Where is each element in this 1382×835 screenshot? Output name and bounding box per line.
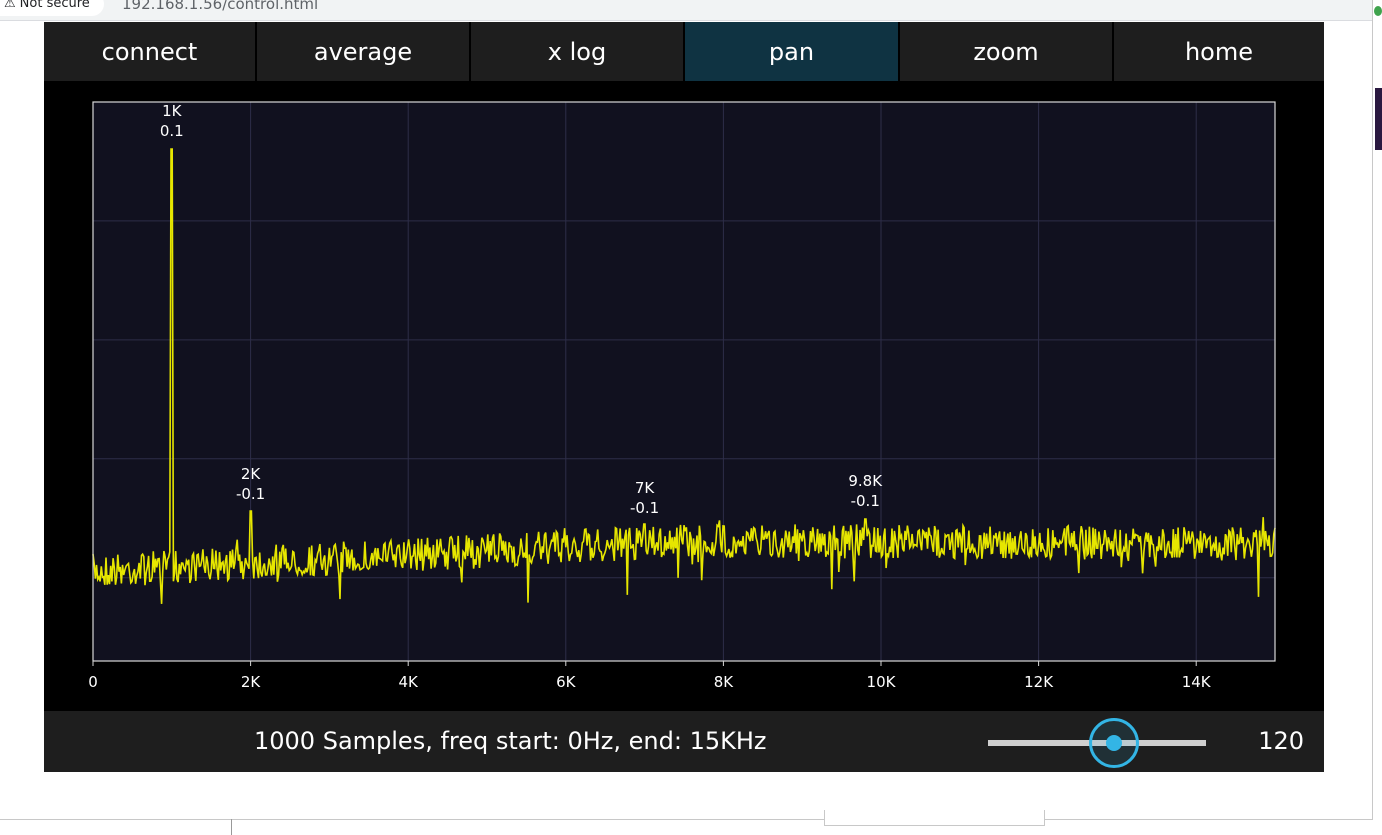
warning-triangle-icon: ⚠ <box>4 0 16 11</box>
background-window-strip <box>1375 88 1382 150</box>
pan-button[interactable]: pan <box>685 22 900 81</box>
connect-button[interactable]: connect <box>44 22 257 81</box>
average-button[interactable]: average <box>257 22 471 81</box>
x-tick-label: 6K <box>556 673 577 691</box>
security-label: Not secure <box>19 0 90 11</box>
extension-icon[interactable] <box>1374 6 1382 16</box>
peak-freq-label: 1K <box>162 102 183 120</box>
x-tick-label: 10K <box>867 673 897 691</box>
slider-value: 120 <box>1258 727 1304 755</box>
x-tick-label: 4K <box>399 673 420 691</box>
home-button[interactable]: home <box>1114 22 1324 81</box>
peak-value-label: 0.1 <box>160 122 184 140</box>
spectrum-trace <box>92 148 1276 604</box>
spectrum-plot[interactable]: 0 2K 4K 6K 8K 10K 12K 14K 1K 0.1 2K -0.1 7K -0.1 9.8K -… <box>44 81 1324 711</box>
security-indicator[interactable]: ⚠ Not secure <box>0 0 104 16</box>
x-tick-label: 0 <box>88 673 98 691</box>
page-column-divider <box>231 819 232 835</box>
x-log-button[interactable]: x log <box>471 22 685 81</box>
x-tick-label: 8K <box>714 673 735 691</box>
peak-freq-label: 9.8K <box>848 472 883 490</box>
spectrum-app: connect average x log pan zoom home 0 2K 4… <box>44 22 1324 772</box>
url-text[interactable]: 192.168.1.56/control.html <box>122 0 319 13</box>
x-tick-label: 12K <box>1024 673 1054 691</box>
toolbar: connect average x log pan zoom home <box>44 22 1324 81</box>
zoom-button[interactable]: zoom <box>900 22 1114 81</box>
peak-freq-label: 2K <box>241 465 262 483</box>
page-element <box>824 810 1045 826</box>
status-text: 1000 Samples, freq start: 0Hz, end: 15KH… <box>254 727 767 755</box>
plot-background <box>93 102 1275 661</box>
peak-value-label: -0.1 <box>630 499 659 517</box>
x-tick-label: 2K <box>241 673 262 691</box>
browser-address-bar: ⚠ Not secure 192.168.1.56/control.html <box>0 0 1372 21</box>
spectrum-chart-svg[interactable]: 0 2K 4K 6K 8K 10K 12K 14K 1K 0.1 2K -0.1 7K -0.1 9.8K -… <box>44 81 1324 711</box>
peak-value-label: -0.1 <box>236 485 265 503</box>
peak-value-label: -0.1 <box>851 492 880 510</box>
peak-freq-label: 7K <box>635 479 656 497</box>
slider-thumb[interactable] <box>1089 718 1140 768</box>
x-tick-label: 14K <box>1182 673 1212 691</box>
window-edge <box>1372 0 1373 820</box>
status-bar: 1000 Samples, freq start: 0Hz, end: 15KH… <box>44 711 1324 772</box>
page-divider-line <box>0 819 1372 820</box>
plot-frame <box>92 101 1276 662</box>
